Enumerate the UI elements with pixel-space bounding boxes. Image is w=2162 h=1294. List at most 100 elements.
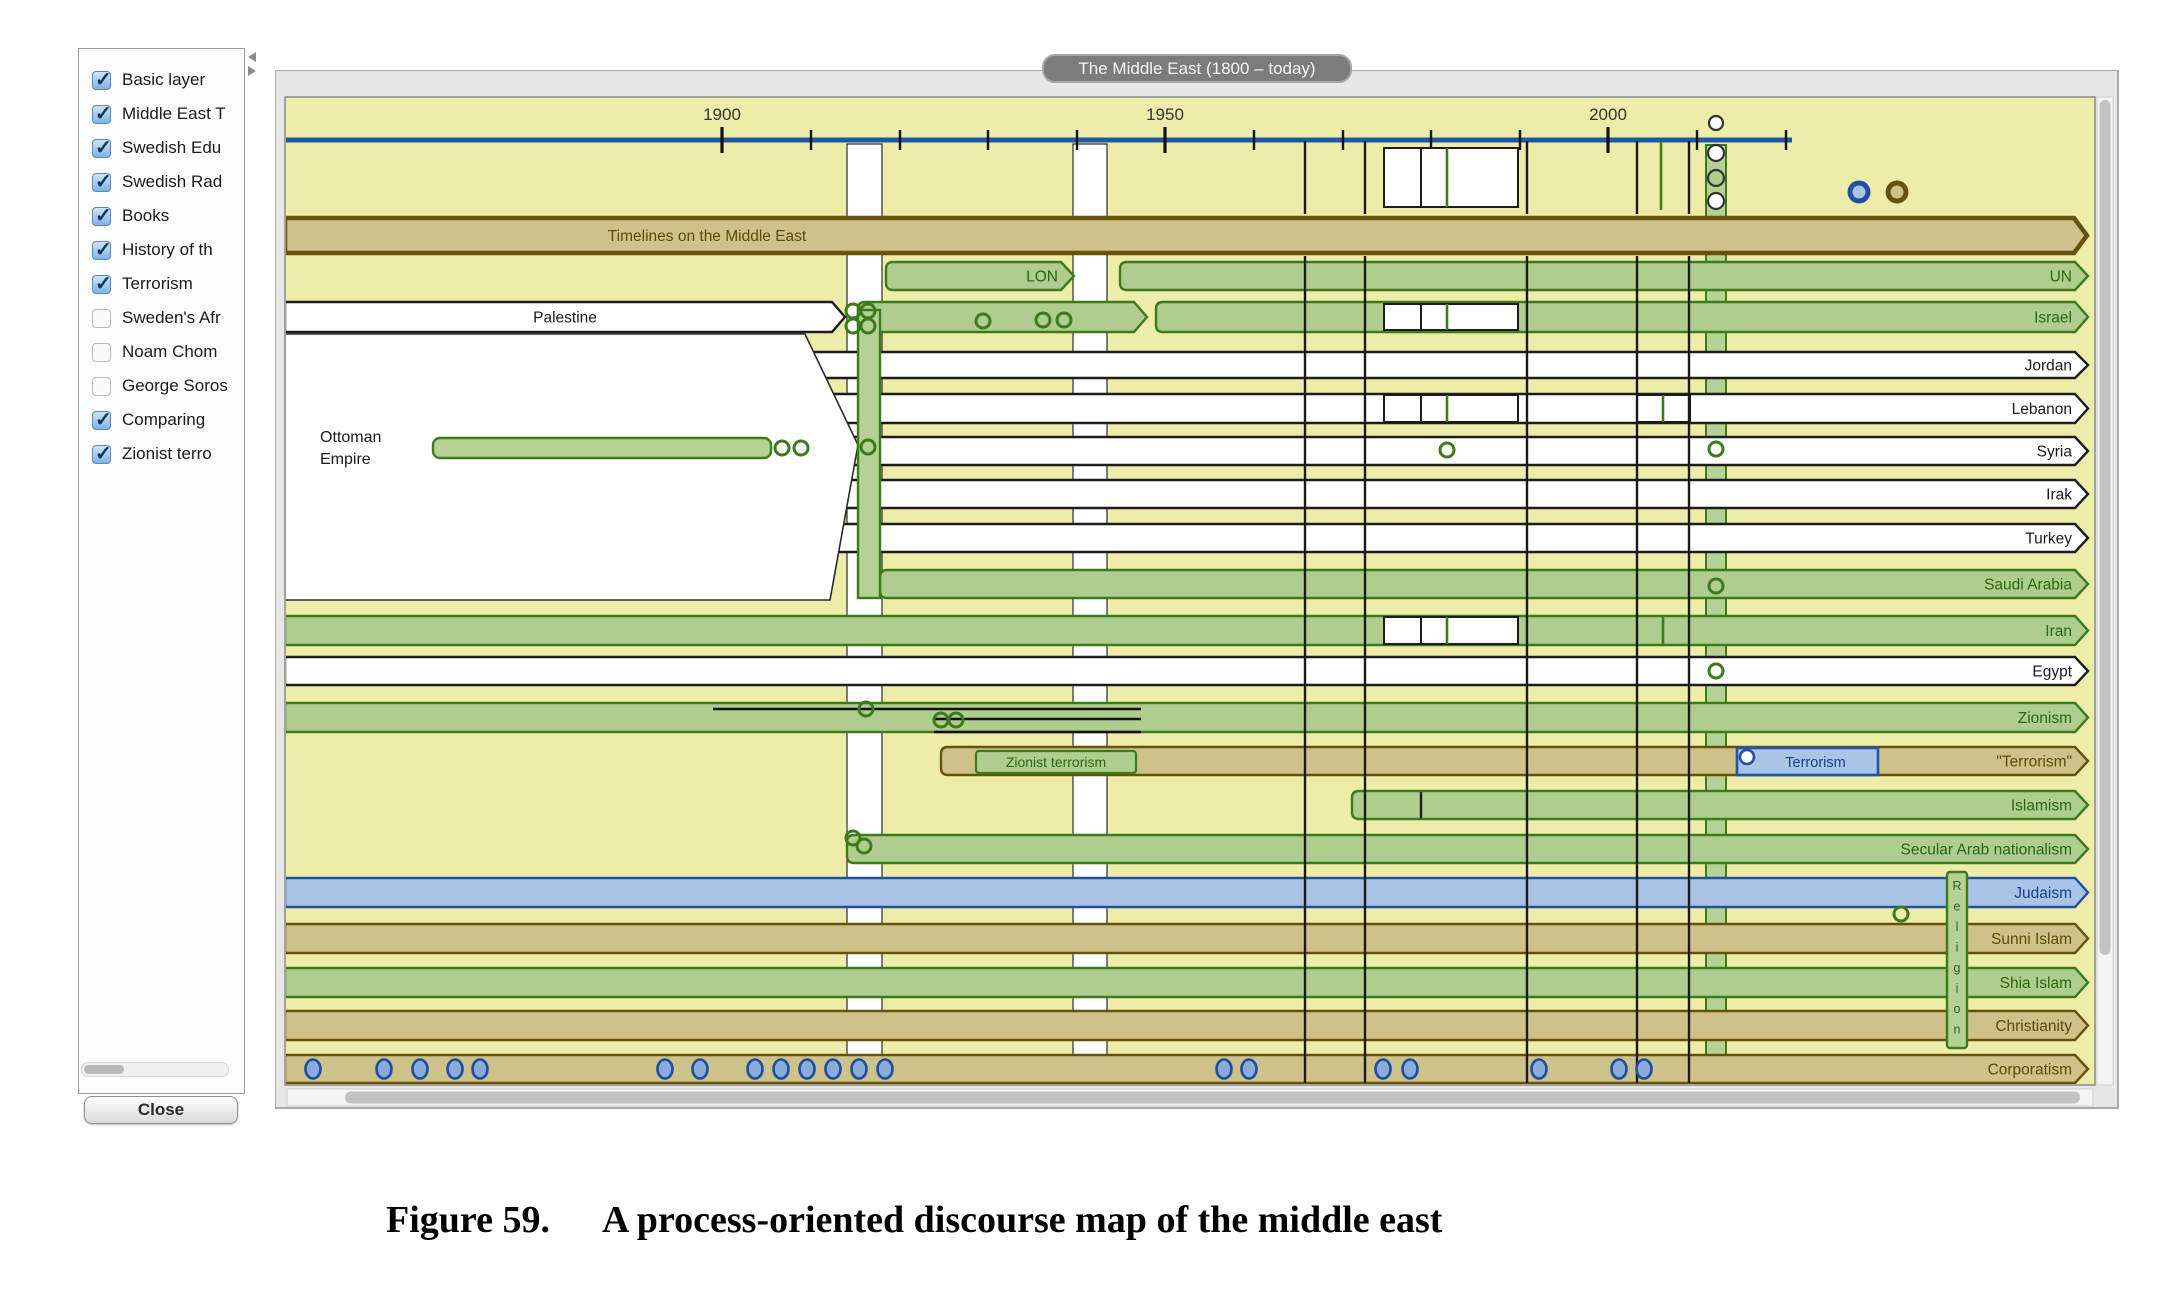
checkbox-checked-icon[interactable] bbox=[92, 237, 112, 262]
corporatism-event-marker[interactable] bbox=[1240, 1058, 1258, 1080]
today-event-marker[interactable] bbox=[1706, 143, 1726, 163]
syria-era-bar[interactable] bbox=[431, 436, 773, 460]
checkbox-checked-icon[interactable] bbox=[92, 169, 112, 194]
corporatism-event-marker[interactable] bbox=[411, 1058, 429, 1080]
corporatism-event-marker[interactable] bbox=[691, 1058, 709, 1080]
corporatism-event-marker[interactable] bbox=[446, 1058, 464, 1080]
corporatism-event-marker[interactable] bbox=[1635, 1058, 1653, 1080]
corporatism-event-marker[interactable] bbox=[876, 1058, 894, 1080]
sidebar-item-history-of-th[interactable]: History of th bbox=[79, 233, 244, 267]
event-marker[interactable] bbox=[1034, 311, 1052, 329]
event-marker[interactable] bbox=[773, 439, 791, 457]
sidebar-item-comparing[interactable]: Comparing bbox=[79, 403, 244, 437]
corporatism-event-marker[interactable] bbox=[772, 1058, 790, 1080]
checkbox-checked-icon[interactable] bbox=[92, 407, 112, 432]
band-zionism[interactable] bbox=[285, 701, 2090, 734]
sidebar-item-george-soros[interactable]: George Soros bbox=[79, 369, 244, 403]
event-marker[interactable] bbox=[974, 312, 992, 330]
corporatism-event-marker[interactable] bbox=[1215, 1058, 1233, 1080]
sidebar-item-noam-chom[interactable]: Noam Chom bbox=[79, 335, 244, 369]
checkbox-checked-icon[interactable] bbox=[92, 203, 112, 228]
sidebar-horizontal-scrollbar[interactable] bbox=[81, 1062, 229, 1077]
terrorism-box[interactable] bbox=[1735, 746, 1880, 777]
floating-event-marker-olive[interactable] bbox=[1885, 180, 1909, 204]
checkbox-checked-icon[interactable] bbox=[92, 135, 112, 160]
event-marker[interactable] bbox=[1438, 441, 1456, 459]
band-israel-early[interactable] bbox=[856, 300, 1149, 334]
sidebar-item-swedish-rad[interactable]: Swedish Rad bbox=[79, 165, 244, 199]
checkbox-checked-icon[interactable] bbox=[92, 271, 112, 296]
band-christianity[interactable] bbox=[285, 1009, 2090, 1042]
corporatism-event-marker[interactable] bbox=[850, 1058, 868, 1080]
today-event-marker[interactable] bbox=[1706, 168, 1726, 188]
event-box[interactable] bbox=[1383, 616, 1519, 645]
event-marker[interactable] bbox=[947, 711, 965, 729]
event-marker[interactable] bbox=[1707, 662, 1725, 680]
band-lon[interactable] bbox=[884, 260, 1076, 292]
event-marker[interactable] bbox=[859, 317, 877, 335]
event-marker[interactable] bbox=[1707, 440, 1725, 458]
sidebar-item-books[interactable]: Books bbox=[79, 199, 244, 233]
checkbox-checked-icon[interactable] bbox=[92, 67, 112, 92]
close-button[interactable]: Close bbox=[84, 1096, 238, 1124]
band-un[interactable] bbox=[1118, 260, 2090, 292]
event-marker[interactable] bbox=[855, 837, 873, 855]
corporatism-event-marker[interactable] bbox=[746, 1058, 764, 1080]
today-event-marker[interactable] bbox=[1706, 191, 1726, 211]
band-judaism[interactable] bbox=[285, 876, 2090, 909]
vertical-scrollbar-thumb[interactable] bbox=[2099, 100, 2111, 955]
sidebar-scrollbar-thumb[interactable] bbox=[84, 1064, 124, 1074]
horizontal-scrollbar-thumb[interactable] bbox=[345, 1091, 2080, 1104]
event-marker[interactable] bbox=[857, 700, 875, 718]
event-marker[interactable] bbox=[844, 829, 862, 847]
sidebar-item-sweden-s-afr[interactable]: Sweden's Afr bbox=[79, 301, 244, 335]
band-saudi-arabia[interactable] bbox=[878, 568, 2090, 600]
terrorism-box-marker[interactable] bbox=[1738, 748, 1756, 766]
corporatism-event-marker[interactable] bbox=[824, 1058, 842, 1080]
event-marker[interactable] bbox=[859, 438, 877, 456]
checkbox-unchecked-icon[interactable] bbox=[92, 376, 111, 396]
band-corporatism[interactable] bbox=[285, 1053, 2090, 1084]
event-marker[interactable] bbox=[1707, 577, 1725, 595]
corporatism-event-marker[interactable] bbox=[656, 1058, 674, 1080]
splitter-handle[interactable] bbox=[248, 52, 260, 78]
band-palestine[interactable] bbox=[285, 300, 847, 334]
event-box[interactable] bbox=[1383, 394, 1519, 423]
today-event-marker[interactable] bbox=[1707, 114, 1725, 132]
corporatism-event-marker[interactable] bbox=[304, 1058, 322, 1080]
corporatism-event-marker[interactable] bbox=[1610, 1058, 1628, 1080]
band-shia-islam[interactable] bbox=[285, 966, 2090, 999]
checkbox-unchecked-icon[interactable] bbox=[92, 308, 111, 328]
collapse-right-icon[interactable] bbox=[248, 66, 256, 76]
religion-group-box[interactable] bbox=[1945, 870, 1969, 1050]
event-box[interactable] bbox=[1383, 303, 1519, 331]
corporatism-event-marker[interactable] bbox=[1401, 1058, 1419, 1080]
sidebar-item-middle-east-t[interactable]: Middle East T bbox=[79, 97, 244, 131]
sidebar-item-swedish-edu[interactable]: Swedish Edu bbox=[79, 131, 244, 165]
event-box[interactable] bbox=[1383, 147, 1519, 208]
corporatism-event-marker[interactable] bbox=[375, 1058, 393, 1080]
floating-event-marker-blue[interactable] bbox=[1847, 180, 1871, 204]
sidebar-item-basic-layer[interactable]: Basic layer bbox=[79, 63, 244, 97]
event-marker[interactable] bbox=[792, 439, 810, 457]
sidebar-item-zionist-terro[interactable]: Zionist terro bbox=[79, 437, 244, 471]
collapse-left-icon[interactable] bbox=[248, 52, 256, 62]
band-timelines[interactable] bbox=[285, 215, 2090, 256]
event-marker[interactable] bbox=[1055, 311, 1073, 329]
band-secular-arab-nationalism[interactable] bbox=[845, 833, 2090, 865]
band-iran[interactable] bbox=[285, 614, 2090, 647]
checkbox-checked-icon[interactable] bbox=[92, 101, 112, 126]
band-israel[interactable] bbox=[1154, 300, 2090, 334]
corporatism-event-marker[interactable] bbox=[798, 1058, 816, 1080]
checkbox-checked-icon[interactable] bbox=[92, 441, 112, 466]
band-ottoman-empire[interactable] bbox=[285, 333, 859, 601]
band-islamism[interactable] bbox=[1350, 789, 2090, 821]
band-egypt[interactable] bbox=[285, 655, 2090, 687]
corporatism-event-marker[interactable] bbox=[1530, 1058, 1548, 1080]
corporatism-event-marker[interactable] bbox=[1374, 1058, 1392, 1080]
event-marker[interactable] bbox=[1892, 905, 1910, 923]
sidebar-item-terrorism[interactable]: Terrorism bbox=[79, 267, 244, 301]
checkbox-unchecked-icon[interactable] bbox=[92, 342, 111, 362]
zionist-terrorism-box[interactable] bbox=[974, 749, 1138, 775]
corporatism-event-marker[interactable] bbox=[471, 1058, 489, 1080]
